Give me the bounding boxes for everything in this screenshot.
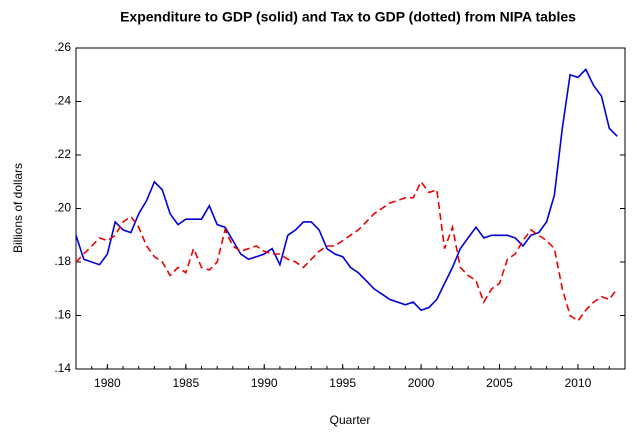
x-tick-label: 1985 [172, 376, 199, 390]
y-tick-label: .24 [54, 94, 71, 108]
line-series [75, 68, 618, 312]
y-axis-label: Billions of dollars [11, 163, 25, 253]
x-tick-label: 1980 [94, 376, 121, 390]
y-tick-label: .26 [54, 40, 71, 54]
x-tick-label: 2005 [486, 376, 513, 390]
y-tick-label: .20 [54, 201, 71, 215]
y-tick-label: .22 [54, 147, 71, 161]
y-tick-label: .16 [54, 308, 71, 322]
x-axis-label: Quarter [330, 413, 371, 427]
x-tick-label: 1995 [329, 376, 356, 390]
chart-title: Expenditure to GDP (solid) and Tax to GD… [120, 9, 576, 25]
x-tick-label: 2000 [408, 376, 435, 390]
y-tick-label: .14 [54, 361, 71, 375]
line-series [75, 180, 618, 322]
x-tick-label: 2010 [565, 376, 592, 390]
plot-frame [75, 47, 626, 370]
x-tick-label: 1990 [251, 376, 278, 390]
y-tick-label: .18 [54, 254, 71, 268]
